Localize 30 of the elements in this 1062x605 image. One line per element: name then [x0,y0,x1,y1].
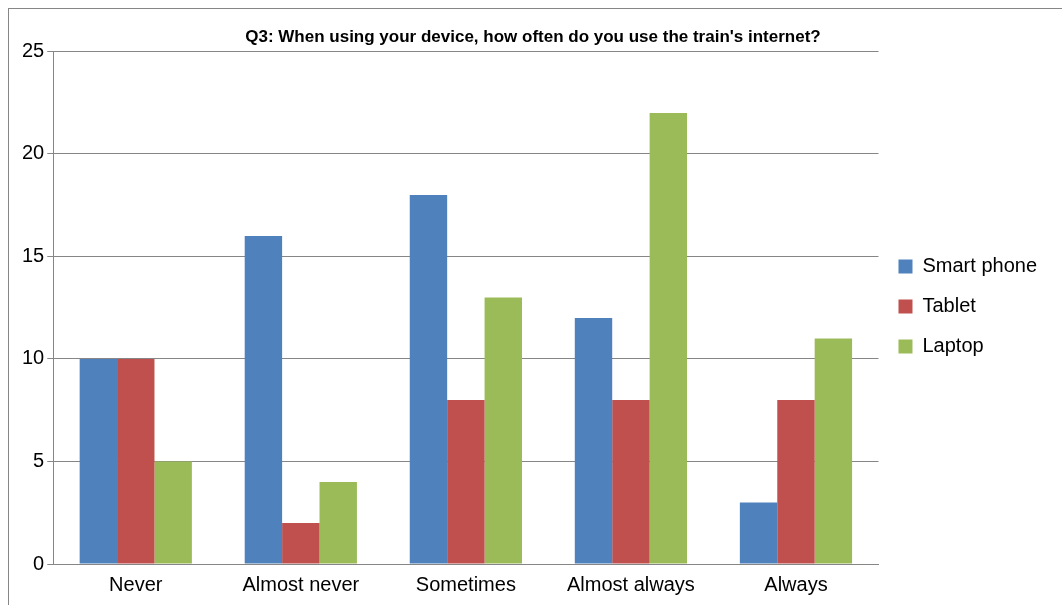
y-tick-label: 25 [22,38,45,61]
bar [409,194,448,564]
bar [574,317,613,564]
x-tick-label: Never [109,572,163,595]
legend-label: Laptop [922,334,984,357]
bar [244,235,283,564]
x-tick-label: Always [764,572,828,595]
x-tick-label: Almost never [242,572,360,595]
bar [319,481,357,564]
bar [814,338,853,564]
legend-label: Tablet [922,294,977,317]
bar [612,399,650,564]
x-tick-label: Sometimes [415,572,516,595]
bar [154,461,192,564]
bar [117,358,155,564]
bar [777,399,815,564]
bar [484,297,522,564]
bar [79,358,118,564]
y-tick-label: 20 [22,141,45,164]
x-tick-label: Almost always [567,572,695,595]
bar [739,502,778,564]
y-tick-label: 15 [22,243,45,266]
bar [282,522,320,564]
y-tick-label: 0 [33,551,45,574]
bar [649,112,688,564]
bar [447,399,485,564]
legend-label: Smart phone [922,254,1037,277]
y-tick-label: 5 [33,449,45,471]
y-tick-label: 10 [22,346,45,369]
chart-title: Q3: When using your device, how often do you use the train's internet? [245,26,821,46]
